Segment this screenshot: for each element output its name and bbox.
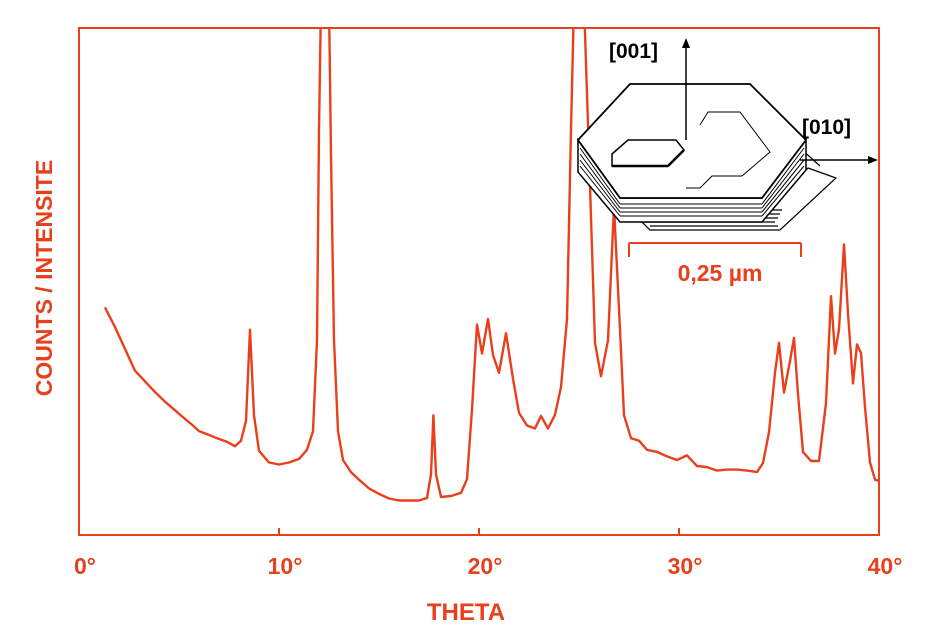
y-axis-label: COUNTS / INTENSITE (31, 160, 57, 396)
axis-001-label: [001] (609, 40, 658, 63)
crystal-top-face (576, 83, 808, 199)
x-axis-label: THETA (427, 599, 505, 626)
x-tick-label: 40° (868, 553, 903, 579)
scale-bar (628, 242, 802, 257)
series-layer (103, 28, 879, 502)
x-tick-label: 0° (74, 553, 96, 579)
crystal-plate-strata (579, 147, 805, 217)
scale-bar-label: 0,25 µm (678, 260, 763, 286)
x-tick-labels: 0° 10° 20° 30° 40° (74, 528, 902, 579)
xrd-series-line-0 (103, 28, 879, 502)
arrowhead-up-icon (682, 38, 690, 48)
x-tick-label: 20° (468, 553, 503, 579)
x-tick-label: 10° (268, 553, 303, 579)
crystal-growth-step (686, 111, 771, 189)
x-tick-label: 30° (668, 553, 703, 579)
axis-010-label: [010] (802, 116, 851, 139)
crystal-inset-drawing: [001] [010] 0,25 µm (576, 38, 878, 286)
arrowhead-right-icon (868, 156, 878, 164)
